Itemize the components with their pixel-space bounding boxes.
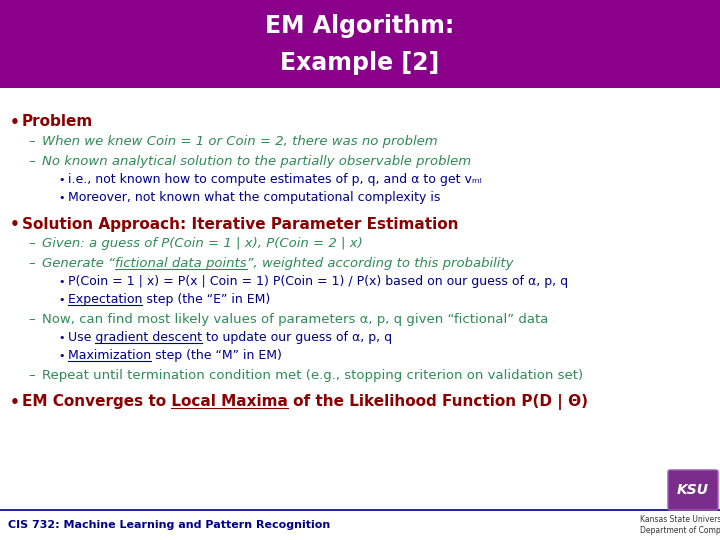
Text: –: – [28,156,35,168]
Text: •: • [10,114,20,130]
Text: No known analytical solution to the partially observable problem: No known analytical solution to the part… [42,156,471,168]
Text: •: • [10,217,20,232]
Text: P(Coin = 1 | x) = P(x | Coin = 1) P(Coin = 1) / P(x) based on our guess of α, p,: P(Coin = 1 | x) = P(x | Coin = 1) P(Coin… [68,275,568,288]
Text: i.e., not known how to compute estimates of p, q, and α to get vₘₗ: i.e., not known how to compute estimates… [68,173,482,186]
Text: –: – [28,136,35,148]
Text: EM Algorithm:: EM Algorithm: [266,15,454,38]
Text: Solution Approach: Iterative Parameter Estimation: Solution Approach: Iterative Parameter E… [22,217,459,232]
Text: Maximization step (the “M” in EM): Maximization step (the “M” in EM) [68,349,282,362]
Text: –: – [28,238,35,251]
Text: –: – [28,369,35,382]
Bar [0,0,720,88]
Text: •: • [58,175,65,185]
Text: •: • [58,295,65,305]
Text: EM Converges to Local Maxima of the Likelihood Function P(D | Θ): EM Converges to Local Maxima of the Like… [22,394,588,410]
Text: Expectation step (the “E” in EM): Expectation step (the “E” in EM) [68,294,270,307]
Text: •: • [58,351,65,361]
Text: CIS 732: Machine Learning and Pattern Recognition: CIS 732: Machine Learning and Pattern Re… [8,520,330,530]
Text: –: – [28,314,35,327]
Text: When we knew Coin = 1 or Coin = 2, there was no problem: When we knew Coin = 1 or Coin = 2, there… [42,136,438,148]
Text: Generate “fictional data points”, weighted according to this probability: Generate “fictional data points”, weight… [42,258,513,271]
Text: Example [2]: Example [2] [280,51,440,76]
Text: Problem: Problem [22,114,94,130]
Text: Given: a guess of P(Coin = 1 | x), P(Coin = 2 | x): Given: a guess of P(Coin = 1 | x), P(Coi… [42,238,363,251]
Text: –: – [28,258,35,271]
Text: •: • [58,193,65,203]
Text: •: • [58,277,65,287]
Text: Repeat until termination condition met (e.g., stopping criterion on validation s: Repeat until termination condition met (… [42,369,583,382]
Text: Moreover, not known what the computational complexity is: Moreover, not known what the computation… [68,192,441,205]
Text: •: • [58,333,65,343]
Text: •: • [10,395,20,409]
FancyBboxPatch shape [668,470,718,510]
Text: Now, can find most likely values of parameters α, p, q given “fictional” data: Now, can find most likely values of para… [42,314,549,327]
Text: Use gradient descent to update our guess of α, p, q: Use gradient descent to update our guess… [68,332,392,345]
Text: Kansas State University
Department of Computing and Information Sciences: Kansas State University Department of Co… [640,515,720,535]
Text: KSU: KSU [677,483,709,497]
